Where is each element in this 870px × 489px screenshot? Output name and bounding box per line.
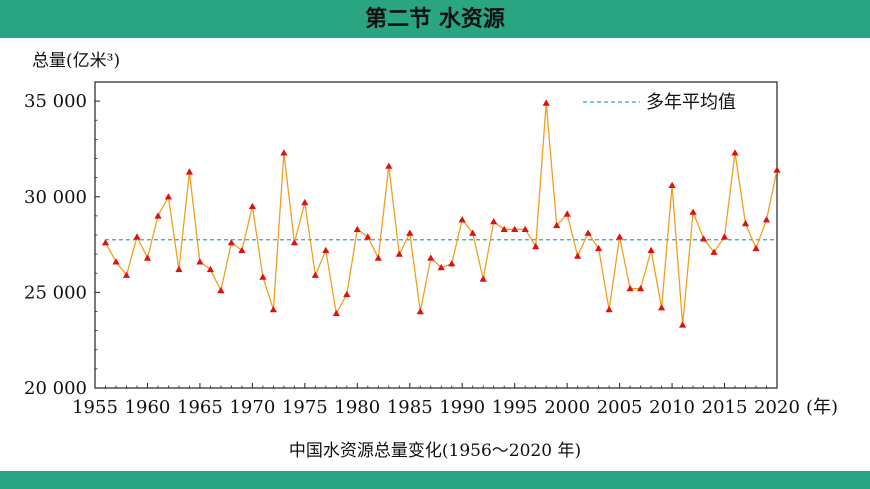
data-point: [280, 149, 288, 156]
data-point: [133, 233, 141, 240]
data-point: [584, 229, 592, 236]
data-point: [427, 254, 435, 261]
data-point: [626, 284, 634, 292]
data-point: [773, 166, 781, 173]
data-point: [196, 258, 204, 265]
data-point: [563, 210, 571, 217]
data-point: [248, 202, 256, 209]
y-tick-label: 30 000: [24, 187, 87, 208]
data-point: [762, 216, 771, 223]
data-point: [122, 271, 131, 278]
data-point: [689, 208, 697, 215]
x-tick-label: 1995: [492, 397, 538, 418]
data-point: [217, 286, 225, 294]
data-point: [175, 265, 183, 273]
x-tick-label: 1955: [72, 397, 118, 418]
data-point: [364, 233, 372, 240]
data-point: [185, 168, 193, 175]
data-point: [374, 254, 382, 261]
data-point: [637, 284, 645, 292]
x-axis-label: (年): [806, 397, 838, 418]
data-point: [752, 244, 760, 252]
data-point: [437, 263, 445, 271]
y-tick-label: 25 000: [24, 282, 87, 303]
y-tick-label: 20 000: [24, 378, 87, 399]
x-tick-label: 2020: [754, 397, 800, 418]
footer-bar: [0, 471, 870, 489]
data-point: [500, 225, 508, 232]
header-bar: [0, 0, 870, 38]
data-point: [479, 275, 487, 282]
x-tick-label: 1970: [229, 397, 275, 418]
page-title: 第二节 水资源: [365, 6, 505, 32]
y-tick-label: 35 000: [24, 91, 87, 112]
x-tick-label: 1965: [177, 397, 223, 418]
x-tick-label: 2000: [544, 397, 590, 418]
x-tick-label: 1985: [387, 397, 433, 418]
data-point: [490, 218, 498, 225]
data-markers: [101, 99, 781, 328]
data-point: [668, 181, 676, 188]
axis-ticks: 1955 1960 1965 1970 1975 1980 1985 1990 1995 2000…: [24, 81, 800, 418]
data-point: [269, 306, 277, 313]
data-point: [406, 229, 414, 236]
data-point: [416, 307, 424, 315]
x-tick-label: 2005: [597, 397, 643, 418]
data-point: [553, 221, 561, 229]
data-point: [521, 225, 529, 232]
data-point: [679, 321, 687, 328]
data-point: [353, 225, 361, 232]
data-point: [731, 149, 739, 156]
data-point: [227, 239, 235, 246]
data-point: [385, 162, 393, 169]
data-point: [469, 229, 477, 236]
data-point: [741, 219, 750, 227]
data-point: [448, 260, 456, 267]
data-point: [574, 252, 582, 259]
data-point: [595, 244, 603, 252]
data-point: [710, 248, 718, 255]
data-point: [647, 246, 655, 253]
data-point: [322, 246, 330, 253]
chart-caption: 中国水资源总量变化(1956～2020 年): [289, 441, 581, 461]
data-point: [101, 239, 110, 246]
data-point: [290, 239, 298, 246]
data-point: [206, 265, 214, 273]
x-tick-label: 1990: [439, 397, 485, 418]
data-point: [164, 193, 172, 200]
data-point: [259, 273, 267, 280]
x-tick-label: 1980: [334, 397, 380, 418]
data-point: [658, 304, 666, 311]
water-resources-chart: 总量(亿米³) 1955 1960 1965 1970 1975 1980 1985 1990…: [24, 51, 838, 461]
data-point: [238, 246, 246, 253]
y-axis-label: 总量(亿米³): [32, 51, 120, 71]
data-point: [616, 233, 624, 240]
data-point: [311, 271, 319, 278]
data-point: [532, 242, 540, 250]
data-point: [112, 258, 120, 265]
x-tick-label: 2015: [702, 397, 748, 418]
data-point: [700, 235, 708, 242]
data-point: [143, 254, 152, 261]
data-point: [301, 198, 309, 206]
data-point: [343, 290, 351, 297]
data-point: [605, 306, 613, 313]
data-point: [395, 250, 403, 257]
series-line: [104, 102, 778, 325]
x-tick-label: 2010: [649, 397, 695, 418]
data-point: [458, 216, 466, 223]
x-tick-label: 1960: [125, 397, 171, 418]
data-point: [542, 99, 550, 106]
data-point: [511, 225, 519, 232]
data-point: [332, 309, 340, 317]
legend-label: 多年平均值: [646, 92, 736, 113]
x-tick-label: 1975: [282, 397, 328, 418]
data-point: [154, 212, 162, 219]
data-point: [720, 233, 729, 240]
